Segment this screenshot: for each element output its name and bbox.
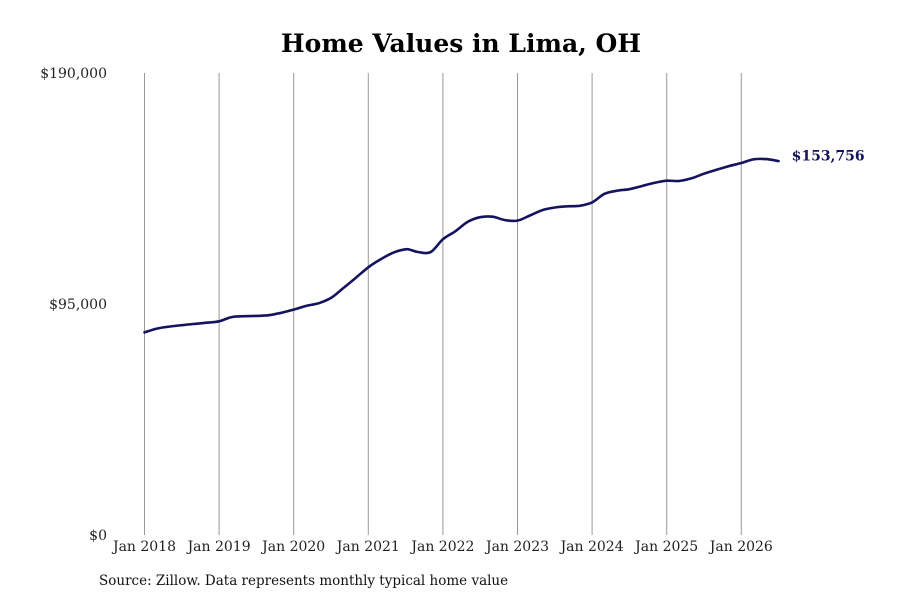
y-tick-label: $190,000 bbox=[40, 66, 107, 82]
source-note: Source: Zillow. Data represents monthly … bbox=[99, 573, 509, 589]
chart-title: Home Values in Lima, OH bbox=[281, 29, 641, 58]
x-gridlines bbox=[144, 73, 742, 535]
x-tick-label: Jan 2023 bbox=[484, 539, 549, 555]
x-tick-label: Jan 2026 bbox=[708, 539, 773, 555]
x-tick-label: Jan 2020 bbox=[260, 539, 325, 555]
x-tick-label: Jan 2019 bbox=[186, 539, 251, 555]
x-tick-label: Jan 2024 bbox=[559, 539, 624, 555]
x-axis-tick-labels: Jan 2018 Jan 2019 Jan 2020 Jan 2021 Jan 2022… bbox=[111, 539, 773, 555]
x-tick-label: Jan 2018 bbox=[111, 539, 176, 555]
x-tick-label: Jan 2025 bbox=[633, 539, 698, 555]
y-axis-tick-labels: $0 $95,000 $190,000 bbox=[40, 66, 107, 544]
last-value-label: $153,756 bbox=[792, 149, 865, 165]
x-tick-label: Jan 2022 bbox=[409, 539, 474, 555]
series-line bbox=[143, 157, 780, 334]
y-tick-label: $95,000 bbox=[49, 297, 107, 313]
y-tick-label: $0 bbox=[89, 528, 107, 544]
x-tick-label: Jan 2021 bbox=[335, 539, 400, 555]
